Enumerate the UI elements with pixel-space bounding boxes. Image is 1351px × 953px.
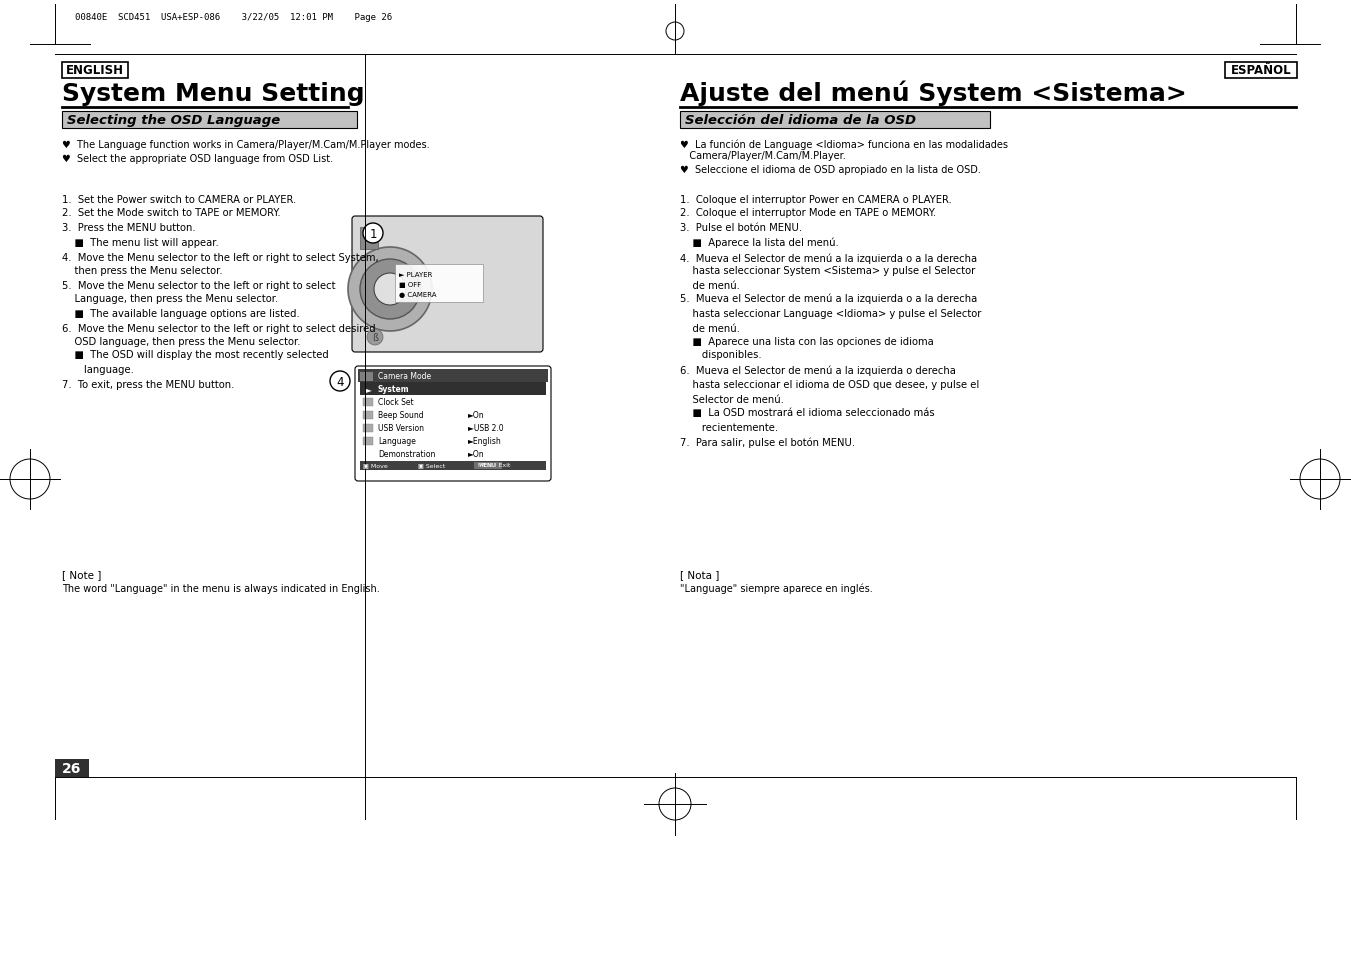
Text: ►USB 2.0: ►USB 2.0 [467,423,504,433]
Text: ■  Aparece la lista del menú.: ■ Aparece la lista del menú. [680,237,839,248]
Text: recientemente.: recientemente. [680,422,778,433]
Text: Clock Set: Clock Set [378,397,413,407]
Text: ENGLISH: ENGLISH [66,65,124,77]
Text: ► PLAYER: ► PLAYER [399,272,432,277]
Text: System Menu Setting: System Menu Setting [62,82,365,106]
Text: 4.  Move the Menu selector to the left or right to select System,: 4. Move the Menu selector to the left or… [62,253,378,263]
Text: 6.  Move the Menu selector to the left or right to select desired: 6. Move the Menu selector to the left or… [62,324,376,334]
Text: [ Nota ]: [ Nota ] [680,569,719,579]
Text: language.: language. [62,365,134,375]
FancyBboxPatch shape [355,367,551,481]
Text: Selección del idioma de la OSD: Selección del idioma de la OSD [685,113,916,127]
Bar [359,373,373,381]
Circle shape [349,248,432,332]
Text: 4.  Mueva el Selector de menú a la izquierda o a la derecha: 4. Mueva el Selector de menú a la izquie… [680,253,977,263]
Text: ♥  Seleccione el idioma de OSD apropiado en la lista de OSD.: ♥ Seleccione el idioma de OSD apropiado … [680,165,981,174]
Text: 7.  To exit, press the MENU button.: 7. To exit, press the MENU button. [62,379,234,390]
Text: 1: 1 [369,227,377,240]
Text: ♥  La función de Language <Idioma> funciona en las modalidades: ♥ La función de Language <Idioma> funcio… [680,140,1008,151]
Text: "Language" siempre aparece en inglés.: "Language" siempre aparece en inglés. [680,583,873,594]
Text: ♥  The Language function works in Camera/Player/M.Cam/M.Player modes.: ♥ The Language function works in Camera/… [62,140,430,150]
Text: 7.  Para salir, pulse el botón MENU.: 7. Para salir, pulse el botón MENU. [680,437,855,448]
Text: Language, then press the Menu selector.: Language, then press the Menu selector. [62,294,278,304]
Bar [359,228,378,250]
Text: ■  The available language options are listed.: ■ The available language options are lis… [62,309,300,318]
Text: Camera Mode: Camera Mode [378,372,431,380]
Bar [680,112,990,129]
Text: 00840E  SCD451  USA+ESP-086    3/22/05  12:01 PM    Page 26: 00840E SCD451 USA+ESP-086 3/22/05 12:01 … [76,13,392,23]
Text: 2.  Set the Mode switch to TAPE or MEMORY.: 2. Set the Mode switch to TAPE or MEMORY… [62,208,281,218]
Text: ■  La OSD mostrará el idioma seleccionado más: ■ La OSD mostrará el idioma seleccionado… [680,408,935,417]
Text: 1.  Coloque el interruptor Power en CAMERA o PLAYER.: 1. Coloque el interruptor Power en CAMER… [680,194,951,205]
Text: ♥  Select the appropriate OSD language from OSD List.: ♥ Select the appropriate OSD language fr… [62,153,334,164]
Text: 5.  Mueva el Selector de menú a la izquierda o a la derecha: 5. Mueva el Selector de menú a la izquie… [680,294,977,304]
Text: 3.  Press the MENU button.: 3. Press the MENU button. [62,223,196,233]
Bar [358,370,549,382]
Text: ▣ Select: ▣ Select [417,463,446,468]
Circle shape [330,372,350,392]
Text: 2.  Coloque el interruptor Mode en TAPE o MEMORY.: 2. Coloque el interruptor Mode en TAPE o… [680,208,936,218]
Text: MENU: MENU [480,463,496,468]
Bar [394,265,484,303]
Text: ■  Aparece una lista con las opciones de idioma: ■ Aparece una lista con las opciones de … [680,336,934,347]
Bar [1225,63,1297,79]
Text: ■ OFF: ■ OFF [399,282,422,288]
Text: Demonstration: Demonstration [378,450,435,458]
Text: 26: 26 [62,761,81,775]
Text: System: System [378,385,409,394]
Text: MENU Exit: MENU Exit [478,463,511,468]
Text: ■  The OSD will display the most recently selected: ■ The OSD will display the most recently… [62,350,328,359]
Bar [359,461,546,471]
FancyBboxPatch shape [353,216,543,353]
Text: then press the Menu selector.: then press the Menu selector. [62,266,223,275]
Circle shape [374,274,407,306]
Text: disponibles.: disponibles. [680,350,762,359]
Text: ►: ► [366,385,372,394]
Text: ►On: ►On [467,411,485,419]
Circle shape [363,224,382,244]
Bar [363,424,373,433]
Bar [474,462,503,470]
Bar [363,412,373,419]
Text: USB Version: USB Version [378,423,424,433]
Text: 1.  Set the Power switch to CAMERA or PLAYER.: 1. Set the Power switch to CAMERA or PLA… [62,194,296,205]
Text: [ Note ]: [ Note ] [62,569,101,579]
Text: ►On: ►On [467,450,485,458]
Text: ■  The menu list will appear.: ■ The menu list will appear. [62,237,219,248]
Text: 6.  Mueva el Selector de menú a la izquierda o derecha: 6. Mueva el Selector de menú a la izquie… [680,365,957,375]
Text: 3.  Pulse el botón MENU.: 3. Pulse el botón MENU. [680,223,802,233]
Text: ►English: ►English [467,436,501,446]
Text: 4: 4 [336,375,343,388]
Text: ß: ß [372,333,378,343]
Bar [62,112,357,129]
Circle shape [367,330,382,346]
Text: ▣ Move: ▣ Move [363,463,388,468]
Text: Beep Sound: Beep Sound [378,411,424,419]
Bar [359,382,546,395]
Text: Selector de menú.: Selector de menú. [680,395,784,405]
Text: hasta seleccionar Language <Idioma> y pulse el Selector: hasta seleccionar Language <Idioma> y pu… [680,309,981,318]
Text: Language: Language [378,436,416,446]
Text: hasta seleccionar el idioma de OSD que desee, y pulse el: hasta seleccionar el idioma de OSD que d… [680,379,979,390]
Text: Selecting the OSD Language: Selecting the OSD Language [68,113,280,127]
Text: de menú.: de menú. [680,324,740,334]
Text: de menú.: de menú. [680,281,740,291]
Bar [55,760,89,778]
Bar [363,437,373,446]
Text: OSD language, then press the Menu selector.: OSD language, then press the Menu select… [62,336,300,347]
Circle shape [359,260,420,319]
Text: ESPAÑOL: ESPAÑOL [1231,65,1292,77]
Text: The word "Language" in the menu is always indicated in English.: The word "Language" in the menu is alway… [62,583,380,594]
Text: Ajuste del menú System <Sistema>: Ajuste del menú System <Sistema> [680,80,1186,106]
Bar [62,63,128,79]
Text: Camera/Player/M.Cam/M.Player.: Camera/Player/M.Cam/M.Player. [680,151,846,161]
Text: hasta seleccionar System <Sistema> y pulse el Selector: hasta seleccionar System <Sistema> y pul… [680,266,975,275]
Bar [363,398,373,407]
Text: 5.  Move the Menu selector to the left or right to select: 5. Move the Menu selector to the left or… [62,281,335,291]
Text: ● CAMERA: ● CAMERA [399,292,436,297]
